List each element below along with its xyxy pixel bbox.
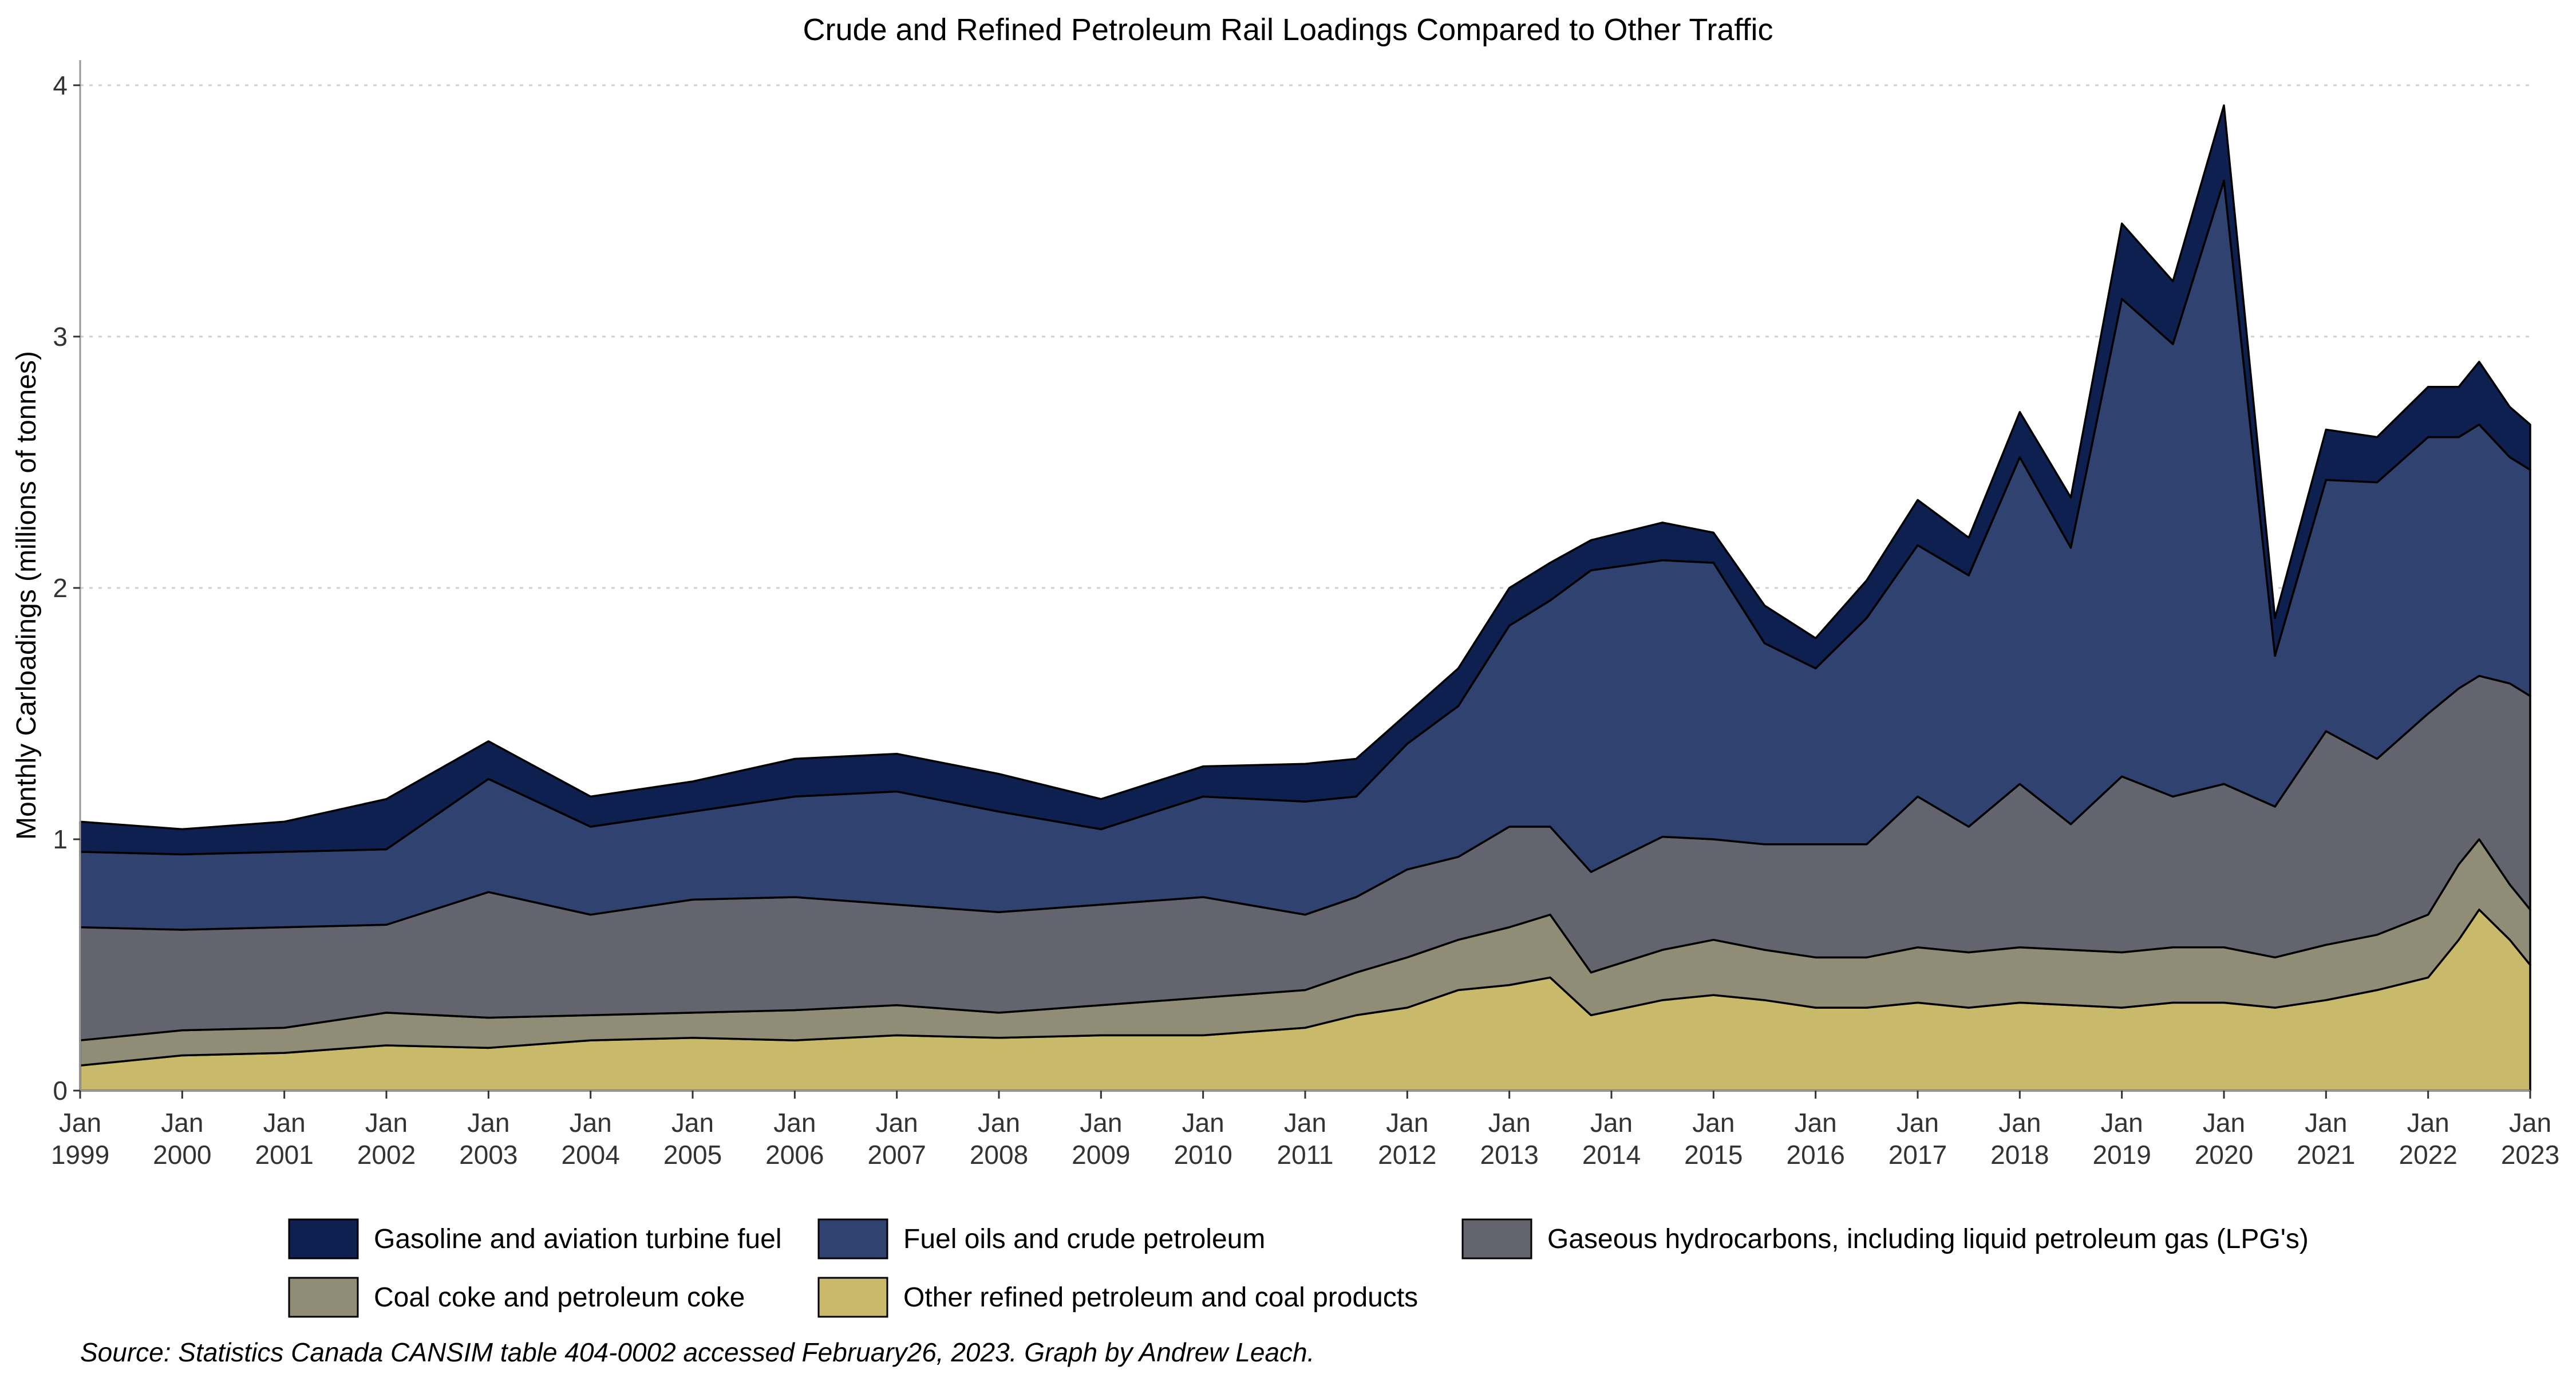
chart-title: Crude and Refined Petroleum Rail Loading… <box>803 13 1773 47</box>
x-tick-label: 2007 <box>867 1140 926 1170</box>
legend-label: Other refined petroleum and coal product… <box>903 1282 1418 1313</box>
y-tick-label: 4 <box>53 70 68 100</box>
y-tick-label: 3 <box>53 322 68 352</box>
x-tick-label: Jan <box>876 1108 918 1138</box>
area-series <box>79 104 2531 856</box>
legend-label: Coal coke and petroleum coke <box>374 1282 745 1313</box>
x-tick-label: Jan <box>1386 1108 1428 1138</box>
x-tick-label: Jan <box>1998 1108 2041 1138</box>
x-tick-label: Jan <box>2407 1108 2449 1138</box>
x-tick-label: 2018 <box>1990 1140 2049 1170</box>
legend-swatch <box>1461 1218 1532 1260</box>
y-ticks: 0 1 2 3 4 <box>53 70 80 1105</box>
x-tick-label: 2002 <box>357 1140 416 1170</box>
x-tick-label: Jan <box>570 1108 612 1138</box>
x-tick-label: Jan <box>1795 1108 1837 1138</box>
x-tick-label: 2010 <box>1174 1140 1232 1170</box>
source-note: Source: Statistics Canada CANSIM table 4… <box>80 1337 1314 1367</box>
x-tick-label: Jan <box>2305 1108 2347 1138</box>
x-tick-label: Jan <box>1284 1108 1326 1138</box>
x-tick-label: 2008 <box>970 1140 1028 1170</box>
x-tick-label: Jan <box>2203 1108 2245 1138</box>
y-tick-label: 2 <box>53 573 68 603</box>
stacked-areas <box>79 104 2531 1092</box>
y-axis-label: Monthly Carloadings (millions of tonnes) <box>11 351 42 840</box>
x-tick-label: 2000 <box>153 1140 211 1170</box>
x-tick-label: 2019 <box>2092 1140 2151 1170</box>
x-tick-label: 2012 <box>1378 1140 1436 1170</box>
x-tick-label: 2009 <box>1072 1140 1130 1170</box>
x-tick-label: Jan <box>1080 1108 1122 1138</box>
x-tick-label: Jan <box>1590 1108 1633 1138</box>
x-tick-label: 2017 <box>1888 1140 1947 1170</box>
x-tick-label: 2011 <box>1277 1140 1334 1170</box>
x-tick-label: Jan <box>1182 1108 1224 1138</box>
y-tick-label: 1 <box>53 824 68 854</box>
x-tick-label: 2015 <box>1684 1140 1743 1170</box>
x-tick-label: Jan <box>2509 1108 2551 1138</box>
legend-label: Fuel oils and crude petroleum <box>903 1224 1265 1254</box>
legend-swatch <box>817 1218 888 1260</box>
x-tick-label: Jan <box>1692 1108 1735 1138</box>
x-tick-label: Jan <box>161 1108 203 1138</box>
x-tick-label: Jan <box>1488 1108 1531 1138</box>
x-tick-label: 2004 <box>561 1140 619 1170</box>
y-tick-label: 0 <box>53 1076 68 1105</box>
x-tick-label: 2001 <box>255 1140 313 1170</box>
x-tick-label: 2023 <box>2501 1140 2559 1170</box>
x-tick-label: Jan <box>2101 1108 2143 1138</box>
x-tick-label: 2006 <box>765 1140 824 1170</box>
x-tick-label: Jan <box>1897 1108 1939 1138</box>
x-tick-label: 1999 <box>51 1140 109 1170</box>
x-tick-label: 2020 <box>2195 1140 2253 1170</box>
legend-label: Gasoline and aviation turbine fuel <box>374 1224 781 1254</box>
legend-label: Gaseous hydrocarbons, including liquid p… <box>1547 1224 2309 1254</box>
x-tick-label: Jan <box>263 1108 306 1138</box>
x-tick-label: 2022 <box>2399 1140 2457 1170</box>
x-tick-label: Jan <box>671 1108 714 1138</box>
x-ticks: Jan1999Jan2000Jan2001Jan2002Jan2003Jan20… <box>51 1091 2559 1170</box>
x-tick-label: Jan <box>978 1108 1020 1138</box>
x-tick-label: Jan <box>365 1108 408 1138</box>
legend-swatch <box>817 1277 888 1318</box>
x-tick-label: 2021 <box>2297 1140 2355 1170</box>
x-tick-label: Jan <box>467 1108 509 1138</box>
x-tick-label: 2014 <box>1582 1140 1641 1170</box>
x-tick-label: Jan <box>59 1108 101 1138</box>
x-tick-label: 2016 <box>1786 1140 1844 1170</box>
x-tick-label: Jan <box>773 1108 816 1138</box>
legend-swatch <box>288 1218 359 1260</box>
legend-swatch <box>288 1277 359 1318</box>
x-tick-label: 2005 <box>663 1140 722 1170</box>
x-tick-label: 2003 <box>459 1140 517 1170</box>
x-tick-label: 2013 <box>1480 1140 1538 1170</box>
legend: Gasoline and aviation turbine fuel Fuel o… <box>288 1218 2309 1318</box>
